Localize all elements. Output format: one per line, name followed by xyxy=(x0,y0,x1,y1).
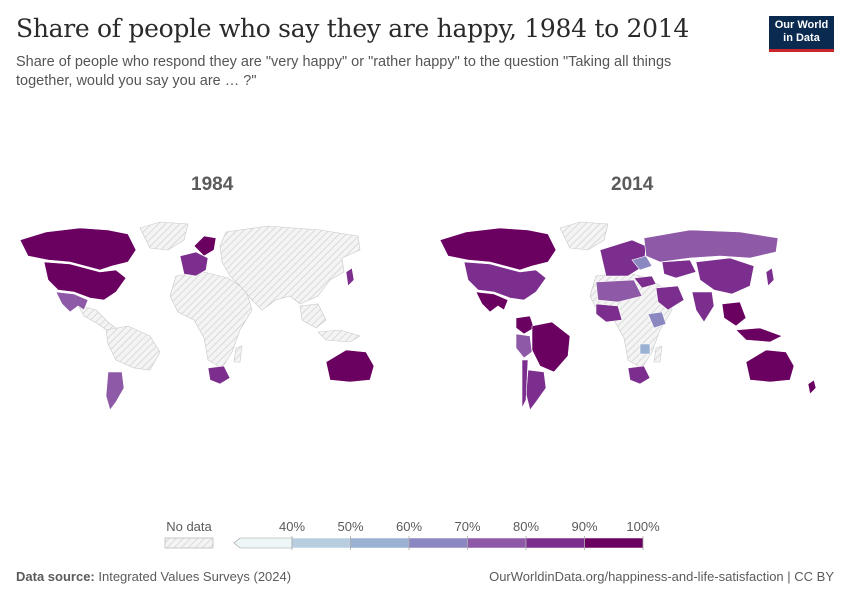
mexico-1984 xyxy=(55,291,89,313)
india-2014 xyxy=(691,291,715,323)
brazil-2014 xyxy=(531,321,571,373)
legend-tick-label: 40% xyxy=(279,519,305,534)
west-africa-2014 xyxy=(595,303,623,323)
footer-source: Data source: Integrated Values Surveys (… xyxy=(16,569,291,584)
australia-2014 xyxy=(745,349,795,383)
south-america-north-1984 xyxy=(105,325,161,371)
usa-1984 xyxy=(43,261,127,301)
turkey-2014 xyxy=(633,275,657,289)
japan-2014 xyxy=(765,267,775,287)
eurasia-1984 xyxy=(219,225,361,311)
kazakhstan-2014 xyxy=(661,259,697,279)
legend-no-data-label: No data xyxy=(166,519,212,534)
legend-bin-50-60% xyxy=(350,537,410,549)
chart-subtitle: Share of people who respond they are "ve… xyxy=(16,54,672,89)
source-text[interactable]: Integrated Values Surveys (2024) xyxy=(98,569,292,584)
legend-tick-label: 100% xyxy=(626,519,660,534)
map-year-1984: 1984 xyxy=(191,174,234,195)
legend-bin-90-100% xyxy=(584,537,644,549)
legend-bin-70-80% xyxy=(467,537,527,549)
north-africa-2014 xyxy=(595,279,643,303)
zimbabwe-2014 xyxy=(639,343,651,355)
map-2014 xyxy=(439,221,817,411)
madagascar-2014 xyxy=(653,345,663,363)
mexico-2014 xyxy=(475,291,509,313)
chile-2014 xyxy=(521,359,529,409)
legend-tick-label: 60% xyxy=(396,519,422,534)
legend-bin-80-90% xyxy=(525,537,585,549)
africa-1984 xyxy=(169,271,253,369)
japan-1984 xyxy=(345,267,355,287)
legend-no-data-swatch xyxy=(164,537,214,549)
legend-bin-60-70% xyxy=(408,537,468,549)
peru-2014 xyxy=(515,333,533,359)
argentina-1984 xyxy=(105,371,125,411)
map-year-2014: 2014 xyxy=(611,174,654,195)
legend-tick-label: 50% xyxy=(337,519,363,534)
australia-1984 xyxy=(325,349,375,383)
map-1984 xyxy=(19,221,375,411)
china-2014 xyxy=(695,257,755,295)
greenland-2014 xyxy=(559,221,609,251)
south-africa-2014 xyxy=(627,365,651,385)
greenland-1984 xyxy=(139,221,189,251)
indonesia-2014 xyxy=(735,327,783,343)
legend-tick-label: 80% xyxy=(513,519,539,534)
colombia-2014 xyxy=(515,315,535,335)
canada-2014 xyxy=(439,227,557,271)
southeast-asia-1984 xyxy=(299,303,327,329)
madagascar-1984 xyxy=(233,345,243,363)
logo-line-1: Our World xyxy=(774,19,829,31)
owid-logo[interactable]: Our World in Data xyxy=(769,16,834,52)
usa-2014 xyxy=(463,261,547,301)
new-zealand-2014 xyxy=(807,379,817,395)
russia-2014 xyxy=(643,229,779,263)
legend-bin-40-50% xyxy=(291,537,351,549)
south-africa-1984 xyxy=(207,365,231,385)
nordics-1984 xyxy=(193,235,217,257)
source-label: Data source: xyxy=(16,569,95,584)
southeast-asia-2014 xyxy=(721,301,747,327)
legend-tick-label: 70% xyxy=(454,519,480,534)
footer-url[interactable]: OurWorldinData.org/happiness-and-life-sa… xyxy=(489,569,834,584)
logo-line-2: in Data xyxy=(783,32,820,44)
legend-bin-<40% xyxy=(233,537,293,549)
indonesia-1984 xyxy=(317,329,361,343)
western-europe-1984 xyxy=(179,251,209,277)
chart-title: Share of people who say they are happy, … xyxy=(16,14,689,43)
legend-tick-label: 90% xyxy=(571,519,597,534)
middle-east-2014 xyxy=(655,285,685,311)
ukraine-2014 xyxy=(631,255,653,271)
canada-1984 xyxy=(19,227,137,271)
ethiopia-2014 xyxy=(647,311,667,329)
legend-ticks: 40% 50% 60% 70% 80% 90% 100% xyxy=(279,519,660,550)
legend-bins xyxy=(233,537,644,549)
